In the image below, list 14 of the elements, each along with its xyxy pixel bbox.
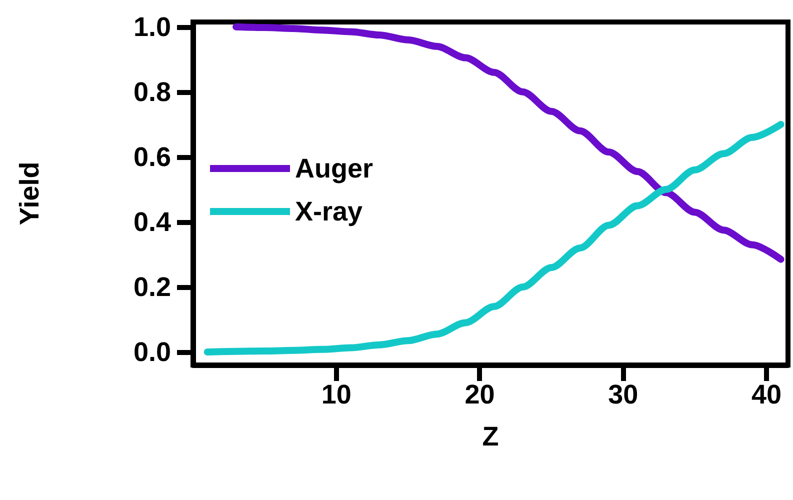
x-tick-label: 40 (751, 380, 782, 410)
y-tick-label: 0.0 (133, 336, 171, 367)
legend-label: Auger (295, 154, 374, 184)
y-tick-label: 0.6 (133, 142, 171, 172)
x-tick-label: 30 (608, 380, 638, 410)
x-axis-title: Z (482, 422, 499, 452)
y-tick-label: 0.2 (133, 272, 171, 302)
y-tick-label: 1.0 (133, 12, 171, 42)
y-axis-title: Yield (14, 162, 44, 226)
x-tick-label: 20 (464, 380, 495, 410)
x-tick-label: 10 (321, 380, 352, 410)
legend-label: X-ray (295, 196, 363, 226)
y-tick-label: 0.8 (133, 76, 171, 107)
y-tick-label: 0.4 (133, 206, 171, 237)
